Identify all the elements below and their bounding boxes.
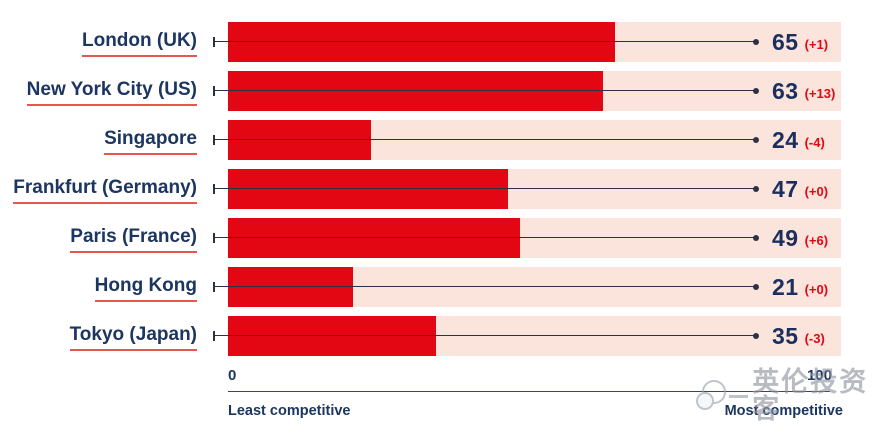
connector-tick	[213, 135, 215, 145]
connector-tick	[213, 282, 215, 292]
connector-dot	[753, 39, 759, 45]
connector-tick	[213, 233, 215, 243]
connector-dot	[753, 186, 759, 192]
bar-new-york	[228, 71, 603, 111]
connector-rule	[213, 237, 758, 238]
axis-caption-least: Least competitive	[228, 403, 351, 419]
connector-line	[213, 233, 759, 243]
connector-dot	[753, 88, 759, 94]
bar-frankfurt	[228, 169, 508, 209]
category-label: Frankfurt (Germany)	[13, 177, 197, 205]
chart-row: Hong Kong 21 (+0)	[0, 267, 890, 307]
value-cell: 47 (+0)	[772, 169, 828, 209]
value-cell: 65 (+1)	[772, 22, 828, 62]
connector-tick	[213, 37, 215, 47]
category-label-cell: London (UK)	[0, 22, 197, 66]
score-value: 65	[772, 28, 799, 55]
chart-row: London (UK) 65 (+1)	[0, 22, 890, 62]
score-value: 21	[772, 273, 799, 300]
connector-tick	[213, 331, 215, 341]
category-label-cell: Singapore	[0, 120, 197, 164]
score-value: 49	[772, 224, 799, 251]
score-value: 24	[772, 126, 799, 153]
connector-line	[213, 135, 759, 145]
bar-tokyo	[228, 316, 437, 356]
category-label-cell: Hong Kong	[0, 267, 197, 311]
connector-line	[213, 331, 759, 341]
score-value: 47	[772, 175, 799, 202]
watermark-logo-icon	[694, 379, 726, 413]
category-label: Hong Kong	[94, 275, 197, 303]
connector-rule	[213, 90, 758, 91]
connector-dot	[753, 333, 759, 339]
score-change: (+13)	[804, 85, 836, 101]
value-cell: 35 (-3)	[772, 316, 825, 356]
connector-rule	[213, 335, 758, 336]
category-label: Singapore	[104, 128, 197, 156]
category-label: Paris (France)	[70, 226, 197, 254]
connector-rule	[213, 139, 758, 140]
value-cell: 49 (+6)	[772, 218, 828, 258]
score-change: (+1)	[804, 36, 829, 52]
category-label: New York City (US)	[26, 79, 197, 107]
connector-line	[213, 282, 759, 292]
watermark-logo-circle-big	[702, 380, 726, 404]
axis-max-label: 100	[806, 367, 832, 384]
category-label-cell: Tokyo (Japan)	[0, 316, 197, 360]
category-label-cell: Paris (France)	[0, 218, 197, 262]
chart-row: New York City (US) 63 (+13)	[0, 71, 890, 111]
axis-caption-most: Most competitive	[724, 403, 843, 419]
value-cell: 63 (+13)	[772, 71, 835, 111]
connector-line	[213, 86, 759, 96]
category-label-cell: New York City (US)	[0, 71, 197, 115]
connector-rule	[213, 286, 758, 287]
bar-singapore	[228, 120, 371, 160]
category-label-cell: Frankfurt (Germany)	[0, 169, 197, 213]
connector-dot	[753, 284, 759, 290]
chart-row: Singapore 24 (-4)	[0, 120, 890, 160]
bar-track	[228, 218, 841, 258]
category-label: Tokyo (Japan)	[69, 324, 197, 352]
bar-london	[228, 22, 615, 62]
connector-tick	[213, 86, 215, 96]
chart-row: Frankfurt (Germany) 47 (+0)	[0, 169, 890, 209]
connector-line	[213, 184, 759, 194]
connector-dot	[753, 137, 759, 143]
value-cell: 21 (+0)	[772, 267, 828, 307]
bar-track	[228, 71, 841, 111]
connector-dot	[753, 235, 759, 241]
connector-tick	[213, 184, 215, 194]
value-cell: 24 (-4)	[772, 120, 825, 160]
bar-track	[228, 120, 841, 160]
score-change: (+6)	[804, 232, 829, 248]
category-label: London (UK)	[81, 30, 197, 58]
score-value: 35	[772, 322, 799, 349]
score-change: (+0)	[804, 281, 829, 297]
score-change: (-4)	[804, 134, 825, 150]
connector-rule	[213, 188, 758, 189]
watermark-logo-circle-small	[696, 392, 714, 410]
score-value: 63	[772, 77, 799, 104]
chart-row: Paris (France) 49 (+6)	[0, 218, 890, 258]
bar-track	[228, 169, 841, 209]
bar-hong-kong	[228, 267, 353, 307]
bar-track	[228, 316, 841, 356]
watermark-dash	[729, 394, 749, 398]
score-change: (-3)	[804, 330, 825, 346]
score-change: (+0)	[804, 183, 829, 199]
bar-paris	[228, 218, 520, 258]
bar-track	[228, 267, 841, 307]
axis-line	[228, 391, 830, 392]
chart-row: Tokyo (Japan) 35 (-3)	[0, 316, 890, 356]
connector-line	[213, 37, 759, 47]
bar-track	[228, 22, 841, 62]
axis-min-label: 0	[228, 367, 237, 384]
connector-rule	[213, 41, 758, 42]
